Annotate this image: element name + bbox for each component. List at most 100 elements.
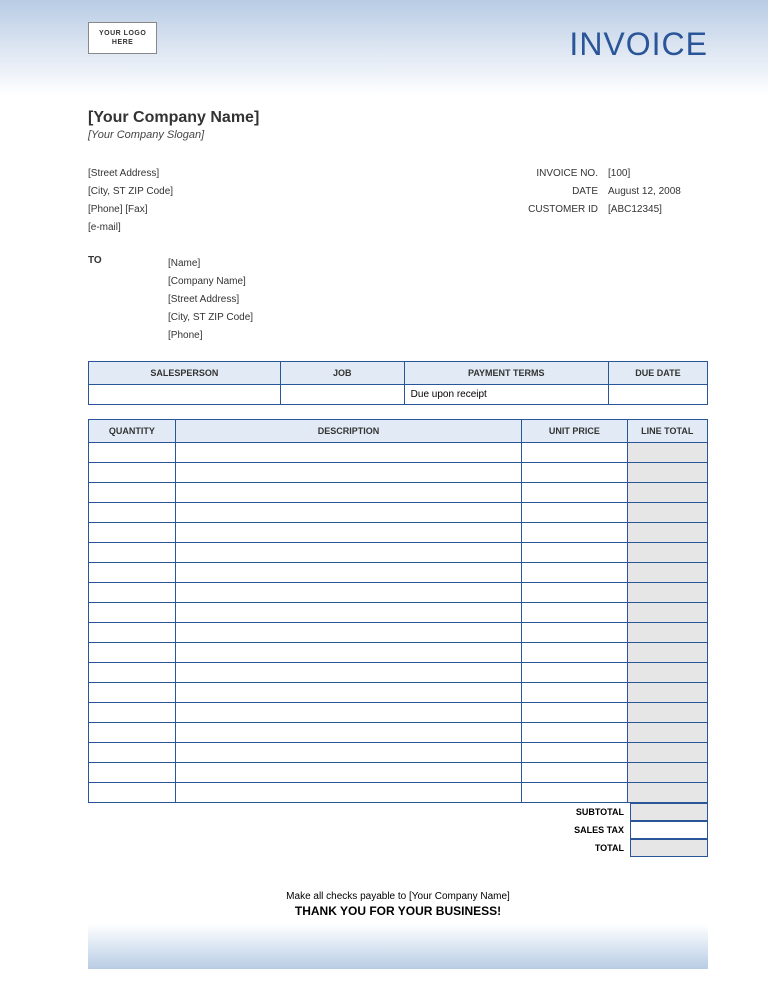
item-cell bbox=[627, 443, 707, 463]
company-slogan: [Your Company Slogan] bbox=[88, 129, 708, 141]
item-cell bbox=[175, 703, 522, 723]
label-sales-tax: SALES TAX bbox=[568, 822, 630, 838]
item-cell bbox=[175, 503, 522, 523]
item-cell bbox=[89, 443, 176, 463]
terms-data-row: Due upon receipt bbox=[89, 385, 708, 405]
item-cell bbox=[522, 543, 627, 563]
item-cell bbox=[175, 603, 522, 623]
item-cell bbox=[627, 623, 707, 643]
item-row bbox=[89, 643, 708, 663]
th-unit-price: UNIT PRICE bbox=[522, 420, 627, 443]
item-row bbox=[89, 723, 708, 743]
item-cell bbox=[627, 683, 707, 703]
item-cell bbox=[627, 703, 707, 723]
item-cell bbox=[175, 483, 522, 503]
items-table: QUANTITY DESCRIPTION UNIT PRICE LINE TOT… bbox=[88, 419, 708, 803]
value-subtotal bbox=[630, 803, 708, 821]
item-row bbox=[89, 443, 708, 463]
item-cell bbox=[89, 523, 176, 543]
from-phone-fax: [Phone] [Fax] bbox=[88, 201, 528, 219]
item-cell bbox=[89, 603, 176, 623]
to-street: [Street Address] bbox=[168, 291, 253, 309]
td-job bbox=[280, 385, 404, 405]
items-header-row: QUANTITY DESCRIPTION UNIT PRICE LINE TOT… bbox=[89, 420, 708, 443]
item-cell bbox=[522, 563, 627, 583]
item-cell bbox=[522, 603, 627, 623]
item-cell bbox=[175, 563, 522, 583]
header-banner: YOUR LOGO HERE INVOICE bbox=[0, 0, 768, 95]
company-name: [Your Company Name] bbox=[88, 109, 708, 127]
item-cell bbox=[522, 743, 627, 763]
invoice-meta-block: INVOICE NO. DATE CUSTOMER ID [100] Augus… bbox=[528, 165, 708, 237]
item-row bbox=[89, 703, 708, 723]
th-payment-terms: PAYMENT TERMS bbox=[404, 362, 608, 385]
totals-section: SUBTOTAL SALES TAX TOTAL bbox=[88, 803, 708, 857]
item-cell bbox=[175, 523, 522, 543]
item-row bbox=[89, 743, 708, 763]
from-email: [e-mail] bbox=[88, 219, 528, 237]
to-company: [Company Name] bbox=[168, 273, 253, 291]
logo-text-line2: HERE bbox=[99, 38, 146, 47]
item-cell bbox=[175, 663, 522, 683]
label-customer-id: CUSTOMER ID bbox=[528, 201, 598, 219]
meta-labels: INVOICE NO. DATE CUSTOMER ID bbox=[528, 165, 598, 237]
item-cell bbox=[175, 743, 522, 763]
item-cell bbox=[175, 763, 522, 783]
item-cell bbox=[89, 783, 176, 803]
item-row bbox=[89, 563, 708, 583]
th-due-date: DUE DATE bbox=[608, 362, 707, 385]
item-cell bbox=[522, 583, 627, 603]
item-cell bbox=[89, 583, 176, 603]
item-cell bbox=[522, 643, 627, 663]
td-due-date bbox=[608, 385, 707, 405]
footer-payable: Make all checks payable to [Your Company… bbox=[88, 891, 708, 902]
item-cell bbox=[522, 683, 627, 703]
item-cell bbox=[89, 763, 176, 783]
item-cell bbox=[522, 483, 627, 503]
item-cell bbox=[522, 783, 627, 803]
item-cell bbox=[89, 503, 176, 523]
item-cell bbox=[627, 543, 707, 563]
item-row bbox=[89, 783, 708, 803]
info-row: [Street Address] [City, ST ZIP Code] [Ph… bbox=[88, 165, 708, 237]
item-cell bbox=[89, 743, 176, 763]
logo-placeholder: YOUR LOGO HERE bbox=[88, 22, 157, 54]
label-total: TOTAL bbox=[568, 840, 630, 856]
item-cell bbox=[175, 543, 522, 563]
th-salesperson: SALESPERSON bbox=[89, 362, 281, 385]
value-customer-id: [ABC12345] bbox=[608, 201, 708, 219]
th-job: JOB bbox=[280, 362, 404, 385]
item-row bbox=[89, 763, 708, 783]
from-address-block: [Street Address] [City, ST ZIP Code] [Ph… bbox=[88, 165, 528, 237]
item-cell bbox=[89, 563, 176, 583]
item-row bbox=[89, 503, 708, 523]
terms-table: SALESPERSON JOB PAYMENT TERMS DUE DATE D… bbox=[88, 361, 708, 405]
item-cell bbox=[627, 783, 707, 803]
item-cell bbox=[627, 523, 707, 543]
item-cell bbox=[627, 763, 707, 783]
to-name: [Name] bbox=[168, 255, 253, 273]
th-line-total: LINE TOTAL bbox=[627, 420, 707, 443]
to-phone: [Phone] bbox=[168, 327, 253, 345]
label-date: DATE bbox=[528, 183, 598, 201]
item-cell bbox=[627, 483, 707, 503]
item-row bbox=[89, 483, 708, 503]
to-city-zip: [City, ST ZIP Code] bbox=[168, 309, 253, 327]
item-cell bbox=[627, 723, 707, 743]
td-salesperson bbox=[89, 385, 281, 405]
item-cell bbox=[627, 743, 707, 763]
content-area: [Your Company Name] [Your Company Slogan… bbox=[0, 109, 768, 969]
item-cell bbox=[522, 763, 627, 783]
value-total bbox=[630, 839, 708, 857]
item-cell bbox=[89, 643, 176, 663]
item-cell bbox=[522, 723, 627, 743]
item-row bbox=[89, 663, 708, 683]
item-cell bbox=[89, 483, 176, 503]
value-date: August 12, 2008 bbox=[608, 183, 708, 201]
footer-thank-you: THANK YOU FOR YOUR BUSINESS! bbox=[88, 904, 708, 918]
item-cell bbox=[89, 703, 176, 723]
item-row bbox=[89, 583, 708, 603]
item-cell bbox=[627, 583, 707, 603]
to-label: TO bbox=[88, 255, 168, 345]
logo-text-line1: YOUR LOGO bbox=[99, 29, 146, 38]
